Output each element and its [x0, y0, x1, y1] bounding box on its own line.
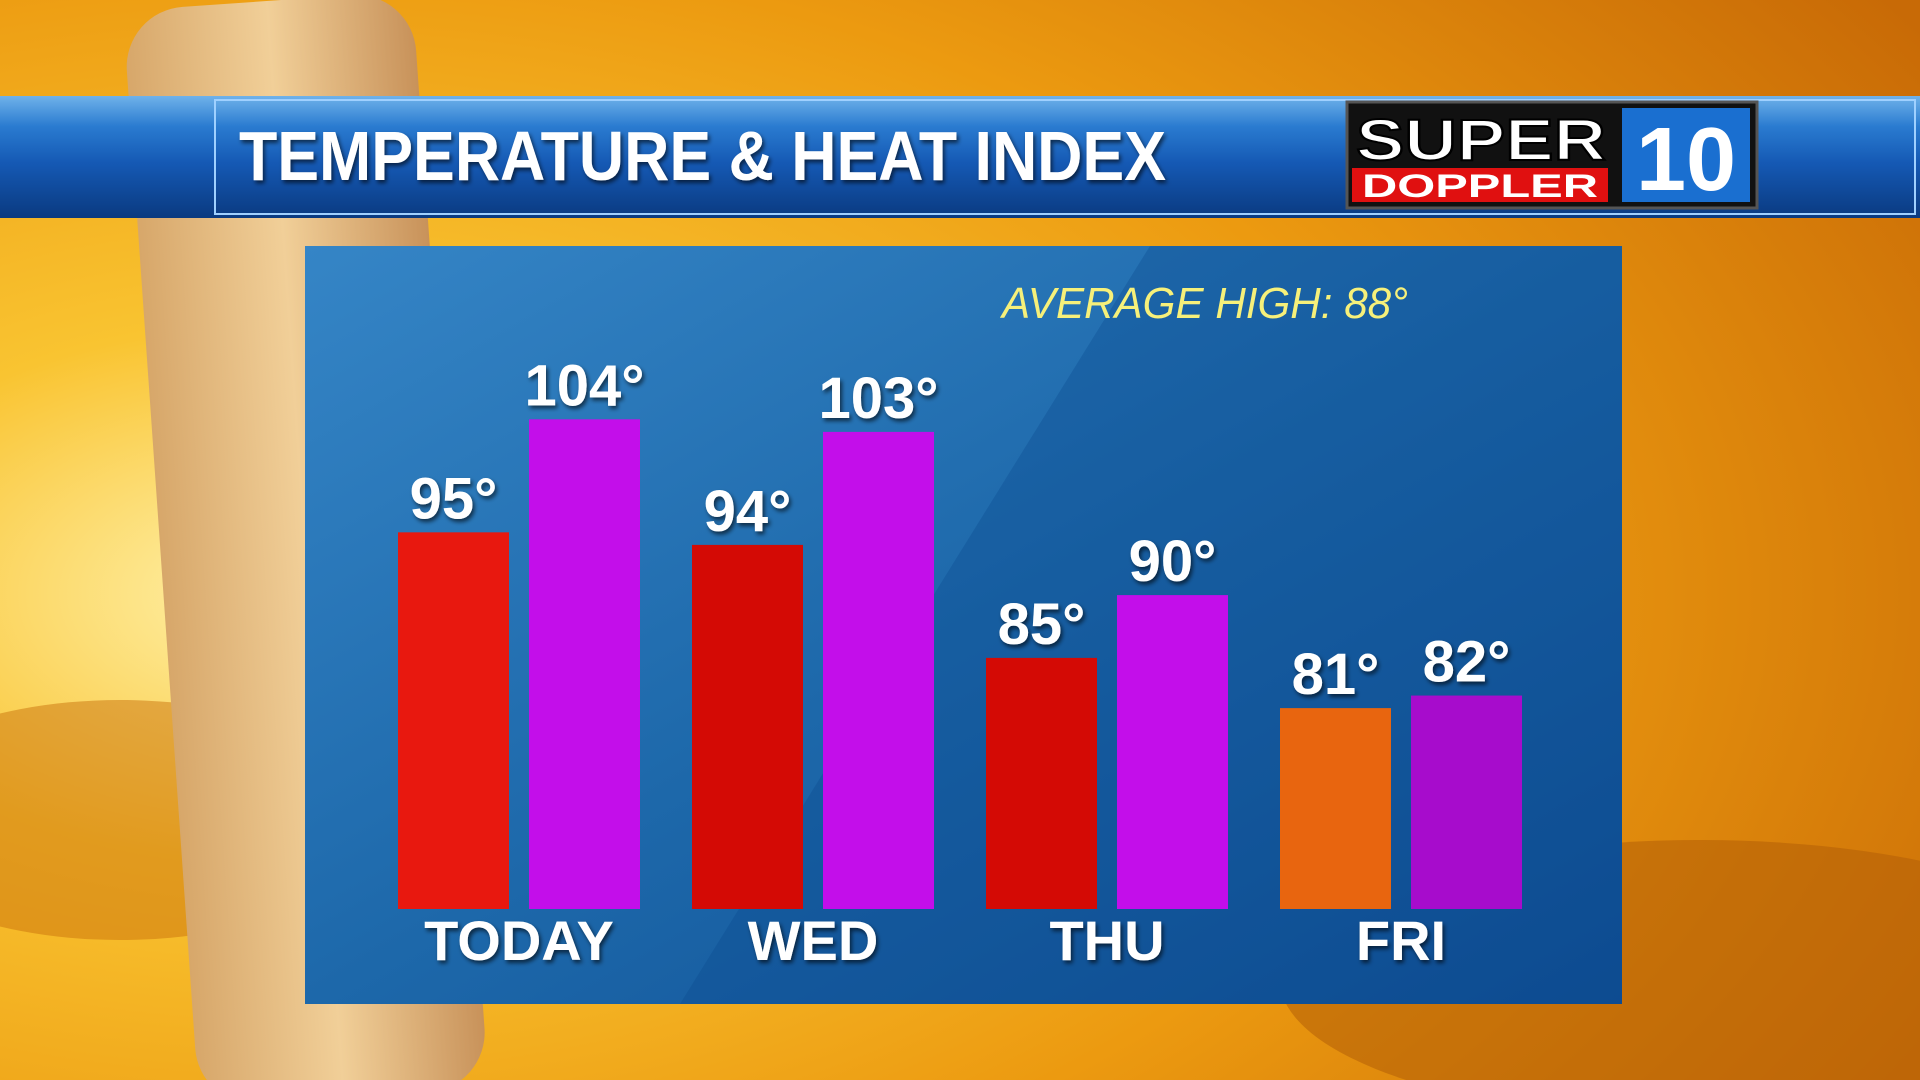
bar — [1117, 595, 1228, 909]
bar — [1280, 708, 1391, 909]
value-label: 82° — [1423, 630, 1511, 695]
title-frame — [214, 99, 1916, 215]
chart-panel — [305, 246, 1622, 1004]
value-label: 103° — [819, 366, 939, 431]
x-tick-label: FRI — [1356, 909, 1446, 972]
logo-strip — [1352, 168, 1608, 202]
x-tick-label: WED — [748, 909, 879, 972]
value-label: 81° — [1292, 642, 1380, 707]
value-label: 94° — [704, 479, 792, 544]
chart-title: TEMPERATURE & HEAT INDEX — [239, 117, 1166, 195]
annotation: AVERAGE HIGH: 88° — [999, 279, 1408, 328]
bar — [692, 544, 803, 909]
x-tick-label: TODAY — [424, 909, 614, 972]
logo-top: SUPER — [1356, 108, 1606, 173]
logo-badge: 10 — [1636, 110, 1736, 210]
value-label: 95° — [410, 466, 498, 531]
value-label: 85° — [998, 592, 1086, 657]
x-tick-label: THU — [1049, 909, 1164, 972]
bar — [398, 532, 509, 909]
logo-badge-box — [1622, 108, 1750, 202]
value-label: 90° — [1129, 529, 1217, 594]
bar — [986, 657, 1097, 909]
logo-bottom: DOPPLER — [1362, 168, 1598, 204]
bar — [1411, 695, 1522, 909]
bar — [529, 419, 640, 909]
bar — [823, 431, 934, 909]
value-label: 104° — [525, 353, 645, 418]
